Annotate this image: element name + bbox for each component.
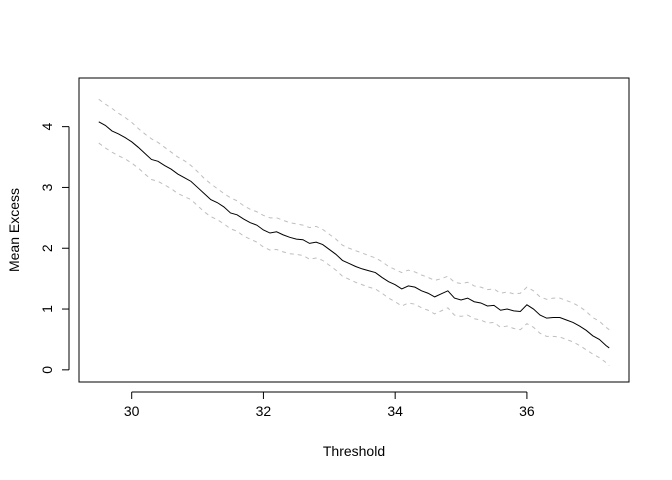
estimate-line xyxy=(98,121,610,349)
series-layer xyxy=(98,98,610,366)
y-tick-label: 3 xyxy=(39,183,55,191)
y-tick-label: 1 xyxy=(39,305,55,313)
x-tick-label: 34 xyxy=(387,403,403,419)
x-axis: 30 32 34 36 xyxy=(124,391,535,419)
lower-confidence-band-line xyxy=(98,142,610,366)
y-tick-label: 2 xyxy=(39,244,55,252)
y-axis: 0 1 2 3 4 xyxy=(39,123,70,374)
x-axis-title: Threshold xyxy=(323,443,385,459)
x-tick-label: 32 xyxy=(256,403,272,419)
plot-area-frame xyxy=(78,77,630,383)
x-tick-label: 36 xyxy=(519,403,535,419)
y-tick-label: 4 xyxy=(39,123,55,131)
upper-confidence-band-line xyxy=(98,98,610,331)
y-axis-title: Mean Excess xyxy=(6,188,22,272)
x-tick-label: 30 xyxy=(124,403,140,419)
y-tick-label: 0 xyxy=(39,366,55,374)
